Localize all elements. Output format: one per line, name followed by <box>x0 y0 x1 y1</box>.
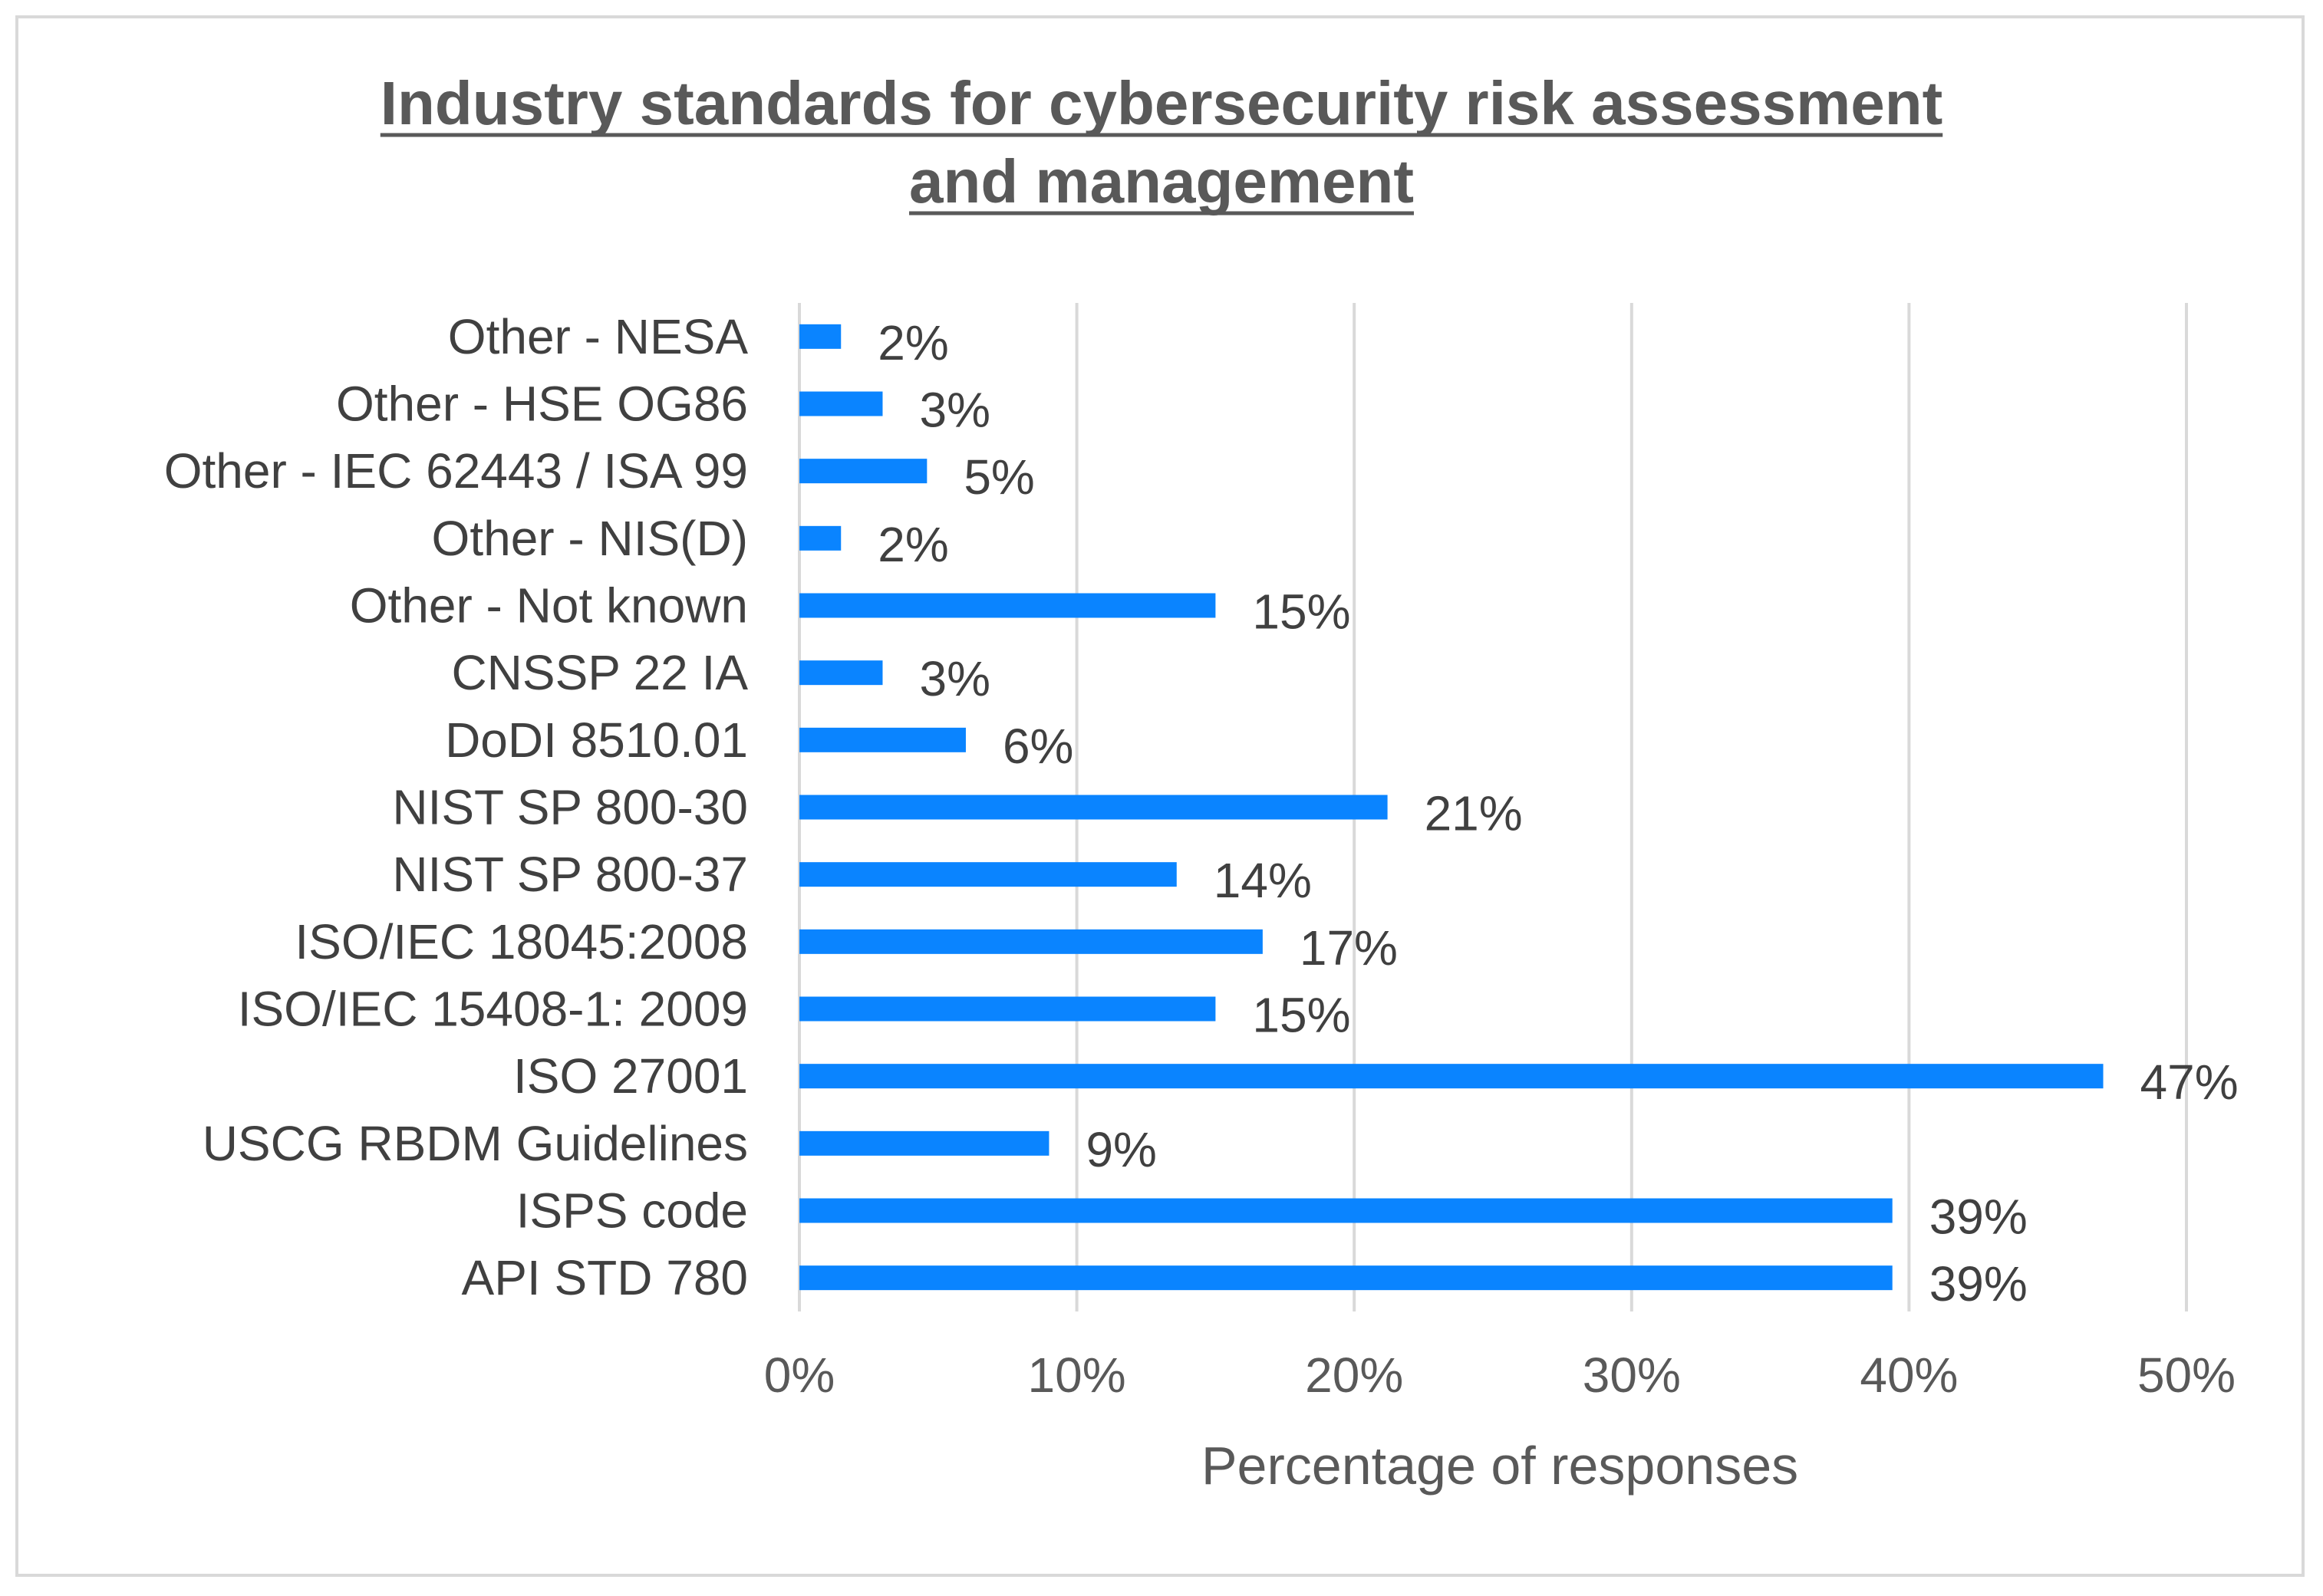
x-tick-label: 40% <box>1860 1348 1958 1403</box>
bar <box>799 391 883 416</box>
bar <box>799 727 966 752</box>
bar <box>799 660 883 686</box>
category-label: Other - IEC 62443 / ISA 99 <box>164 443 748 499</box>
value-label: 6% <box>1003 719 1074 774</box>
value-label: 21% <box>1425 786 1523 841</box>
x-tick-label: 30% <box>1583 1348 1681 1403</box>
category-label: Other - Not known <box>350 578 748 633</box>
category-label: USCG RBDM Guidelines <box>203 1116 748 1171</box>
value-labels: 2%3%5%2%15%3%6%21%14%17%15%47%9%39%39% <box>878 315 2238 1311</box>
bar <box>799 929 1263 954</box>
x-axis-title: Percentage of responses <box>1201 1436 1798 1496</box>
category-labels: Other - NESA Other - HSE OG86 Other - IEC … <box>164 309 749 1305</box>
value-label: 39% <box>1929 1256 2028 1311</box>
x-tick-label: 50% <box>2137 1348 2236 1403</box>
x-tick-label: 10% <box>1028 1348 1126 1403</box>
value-label: 3% <box>919 651 990 706</box>
value-label: 14% <box>1214 853 1312 908</box>
value-label: 2% <box>878 517 949 572</box>
value-label: 2% <box>878 315 949 370</box>
bar <box>799 593 1216 618</box>
bar <box>799 525 842 551</box>
value-label: 15% <box>1252 988 1350 1043</box>
chart-title: Industry standards for cybersecurity ris… <box>380 69 1943 216</box>
bar <box>799 1064 2104 1089</box>
category-label: ISO/IEC 15408-1: 2009 <box>238 982 748 1037</box>
value-label: 9% <box>1086 1122 1157 1177</box>
category-label: CNSSP 22 IA <box>451 645 748 700</box>
category-label: ISO/IEC 18045:2008 <box>295 914 748 969</box>
category-label: Other - NIS(D) <box>432 511 748 566</box>
category-label: Other - NESA <box>448 309 749 364</box>
category-label: API STD 780 <box>462 1250 749 1305</box>
category-label: ISPS code <box>516 1183 748 1239</box>
value-label: 15% <box>1252 584 1350 640</box>
value-label: 47% <box>2140 1055 2239 1110</box>
value-label: 17% <box>1300 920 1398 976</box>
value-label: 3% <box>919 383 990 438</box>
bar <box>799 1130 1049 1156</box>
bar <box>799 459 928 484</box>
x-tick-label: 20% <box>1305 1348 1403 1403</box>
value-label: 5% <box>964 449 1035 505</box>
category-label: ISO 27001 <box>513 1048 748 1104</box>
x-tick-label: 0% <box>764 1348 835 1403</box>
bars <box>799 324 2104 1291</box>
chart-title-line-1: Industry standards for cybersecurity ris… <box>381 69 1942 137</box>
bar <box>799 996 1216 1022</box>
bar <box>799 1198 1893 1223</box>
bar <box>799 795 1388 820</box>
x-tick-labels: 0% 10% 20% 30% 40% 50% <box>764 1348 2236 1403</box>
category-label: NIST SP 800-37 <box>392 847 748 902</box>
category-label: NIST SP 800-30 <box>392 780 748 835</box>
category-label: Other - HSE OG86 <box>336 377 748 432</box>
bar <box>799 1265 1893 1291</box>
value-label: 39% <box>1929 1190 2028 1245</box>
chart-title-line-2: and management <box>909 147 1414 216</box>
bar <box>799 862 1177 887</box>
category-label: DoDI 8510.01 <box>445 712 748 768</box>
bar <box>799 324 842 349</box>
